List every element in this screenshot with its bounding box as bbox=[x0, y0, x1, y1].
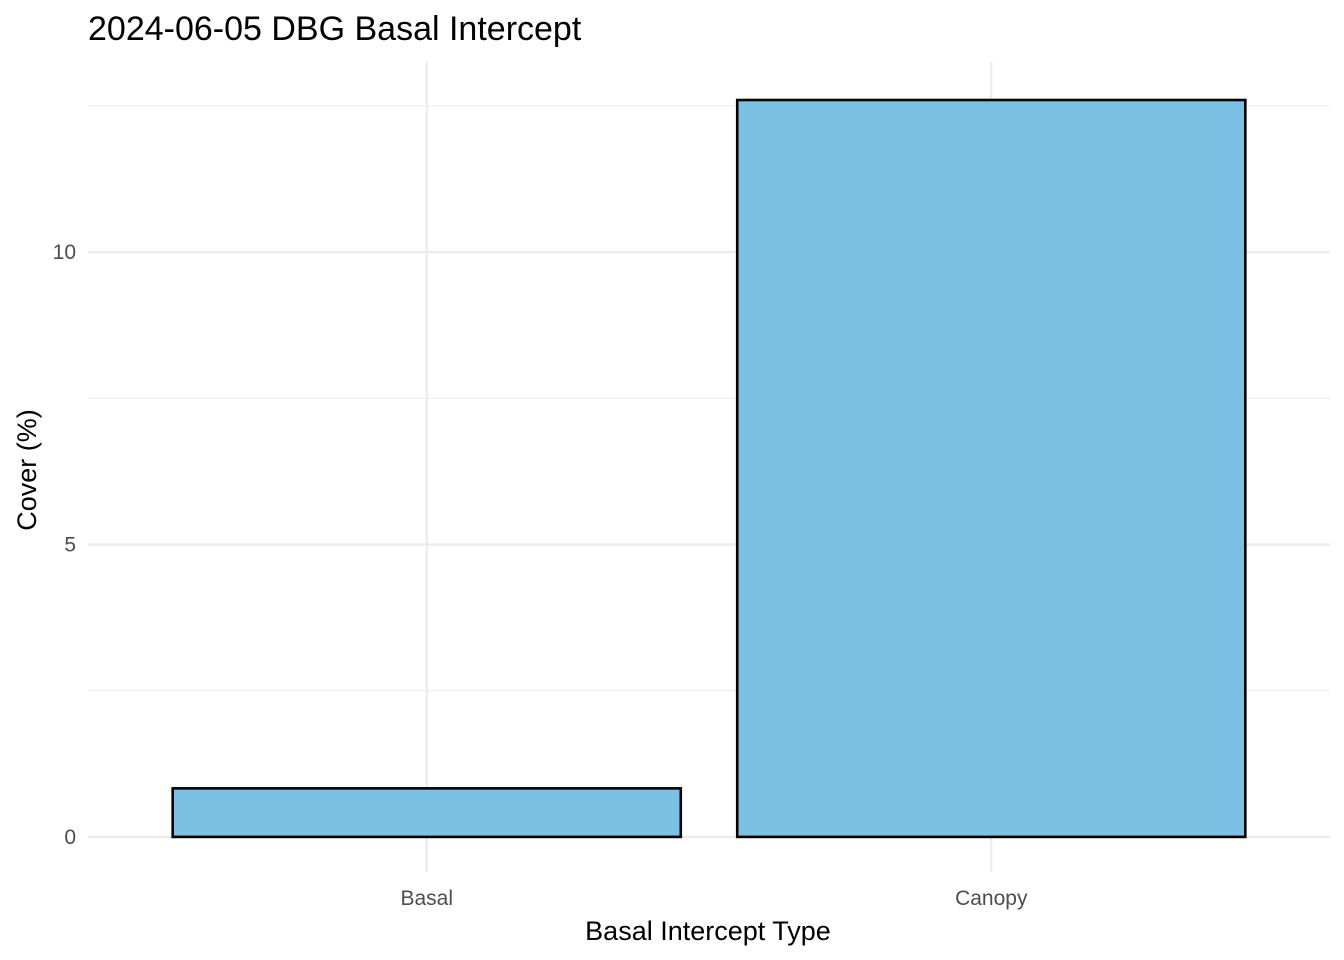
bars bbox=[171, 98, 1247, 839]
y-tick-label: 0 bbox=[64, 826, 76, 849]
bar-canopy bbox=[735, 98, 1247, 839]
x-tick-label: Canopy bbox=[955, 887, 1028, 910]
y-tick-label: 5 bbox=[64, 533, 76, 556]
chart-title: 2024-06-05 DBG Basal Intercept bbox=[88, 10, 582, 48]
x-tick-label: Basal bbox=[400, 887, 453, 910]
x-axis-ticks: Basal Canopy bbox=[400, 887, 1027, 910]
bar-basal bbox=[171, 787, 683, 839]
x-axis-title: Basal Intercept Type bbox=[585, 916, 831, 946]
y-tick-label: 10 bbox=[53, 241, 76, 264]
y-axis-ticks: 0 5 10 bbox=[53, 241, 76, 849]
y-axis-title: Cover (%) bbox=[12, 409, 42, 531]
